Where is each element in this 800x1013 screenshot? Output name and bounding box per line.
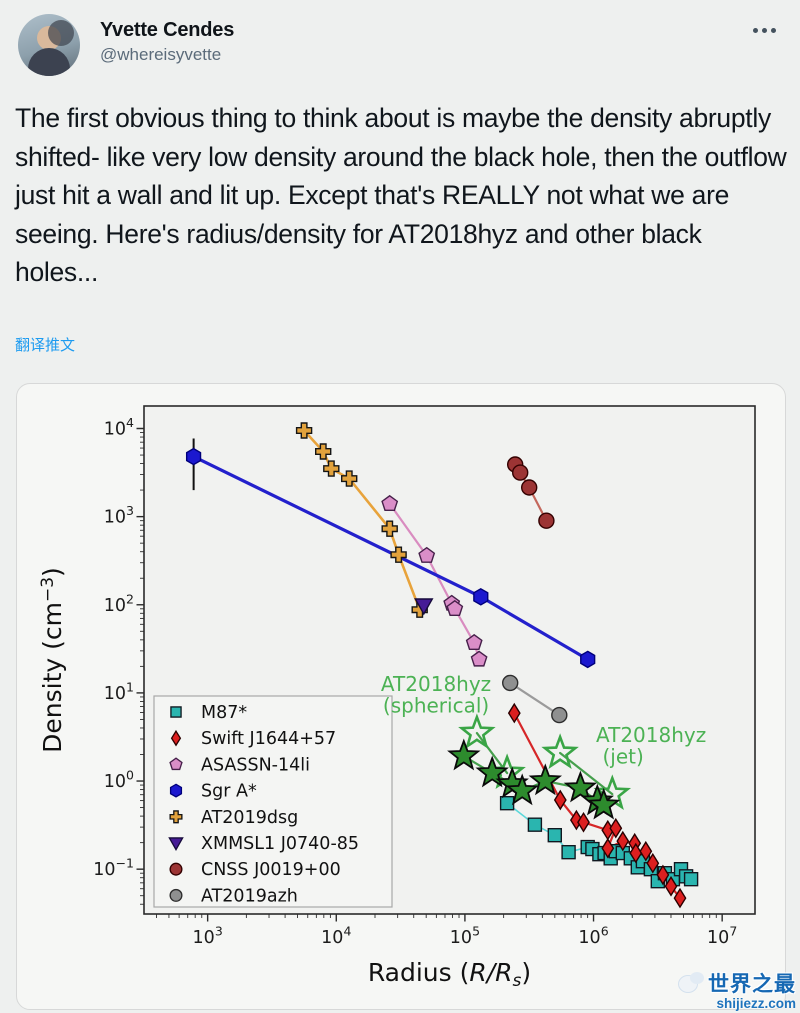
- y-axis-label: Density (cm−3): [38, 567, 67, 753]
- annotation: (spherical): [383, 693, 489, 717]
- y-tick-label: 103: [104, 503, 134, 528]
- x-tick-label: 104: [321, 924, 351, 949]
- x-tick-label: 107: [707, 924, 737, 949]
- y-tick-label: 101: [104, 679, 134, 704]
- legend-label: AT2019dsg: [201, 808, 298, 828]
- y-tick-label: 102: [104, 591, 134, 616]
- series-at2019azh: [502, 674, 568, 724]
- annotation: AT2018hyz: [596, 723, 706, 747]
- x-tick-label: 105: [450, 924, 480, 949]
- observatory-dome: [48, 20, 74, 46]
- avatar[interactable]: [18, 14, 80, 76]
- series-xmmsl1-j0740-85: [414, 598, 434, 616]
- translate-link[interactable]: 翻译推文: [15, 337, 76, 354]
- tweet-header: Yvette Cendes @whereisyvette: [16, 12, 784, 78]
- legend-label: AT2019azh: [201, 886, 298, 906]
- user-handle: @whereisyvette: [100, 45, 222, 64]
- series-sgr-a: [185, 447, 596, 669]
- watermark-domain: shijiezz.com: [716, 996, 796, 1011]
- legend: M87* Swift J1644+57 ASASSN-14li Sgr A* AT201…: [153, 695, 393, 908]
- y-tick-label: 100: [104, 768, 134, 793]
- series-asassn-14li: [381, 494, 488, 667]
- chart-card[interactable]: 103 104 105 106 107 10−1 100 101 102 103 104 M87* Sw…: [16, 383, 786, 1010]
- legend-label: Swift J1644+57: [201, 729, 336, 749]
- legend-label: XMMSL1 J0740-85: [201, 834, 359, 854]
- density-radius-chart: 103 104 105 106 107 10−1 100 101 102 103 104 M87* Sw…: [38, 405, 756, 991]
- tweet-text: The first obvious thing to think about i…: [15, 103, 787, 287]
- x-tick-label: 103: [193, 924, 223, 949]
- x-axis-label: Radius (R/Rs): [368, 958, 531, 991]
- legend-label: Sgr A*: [201, 782, 257, 802]
- x-tick-label: 106: [578, 924, 608, 949]
- series-line-at2019azh: [509, 681, 561, 717]
- annotation: (jet): [602, 744, 643, 768]
- y-tick-label: 104: [104, 415, 134, 440]
- more-icon[interactable]: [747, 22, 782, 39]
- annotation: AT2018hyz: [381, 672, 491, 696]
- legend-label: M87*: [201, 703, 247, 723]
- watermark-title: 世界之最: [708, 973, 796, 996]
- series-cnss-j0019-00: [507, 456, 555, 529]
- display-name[interactable]: Yvette Cendes: [100, 19, 235, 41]
- legend-label: ASASSN-14li: [201, 755, 310, 775]
- legend-label: CNSS J0019+00: [201, 860, 341, 880]
- series-swift-j1644-57: [507, 702, 687, 909]
- watermark: 世界之最 shijiezz.com: [676, 968, 796, 1011]
- panda-icon: [676, 971, 706, 995]
- y-tick-label: 10−1: [93, 856, 134, 881]
- series-at2018hyz: [447, 738, 621, 820]
